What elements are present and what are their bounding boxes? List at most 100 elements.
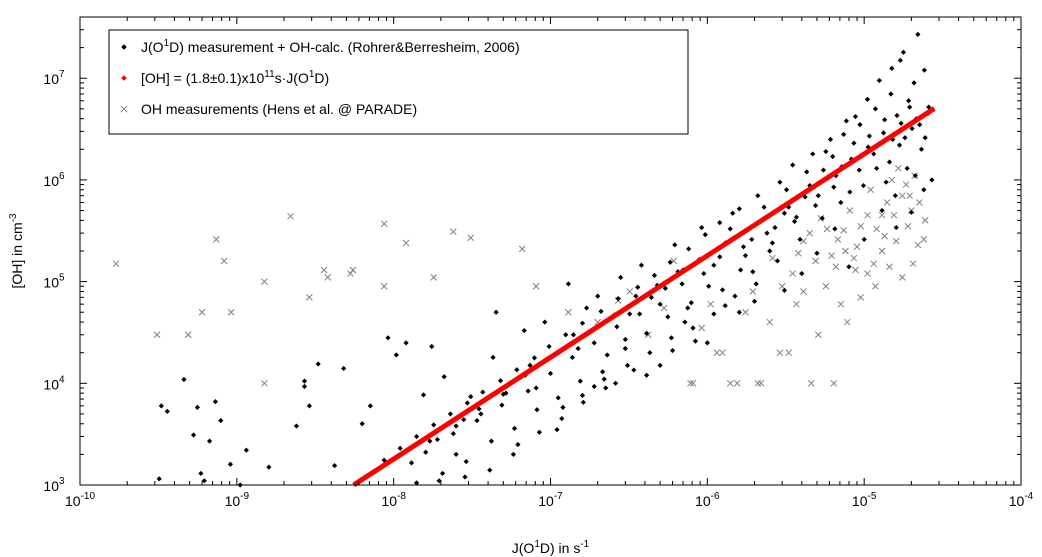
calc-point: [534, 407, 540, 413]
calc-point: [921, 67, 927, 73]
calc-point: [864, 96, 871, 102]
oh-measurement-point: [261, 278, 268, 285]
oh-measurement-point: [380, 220, 388, 228]
calc-point: [657, 301, 663, 307]
oh-measurement-point: [921, 217, 929, 224]
oh-measurement-point: [823, 225, 831, 233]
calc-point: [907, 104, 913, 110]
calc-point: [814, 250, 820, 256]
calc-point: [781, 287, 787, 293]
calc-point: [706, 283, 712, 289]
calc-point: [790, 162, 796, 168]
calc-point: [740, 244, 747, 250]
calc-point: [742, 253, 749, 259]
oh-measurement-point: [349, 266, 357, 274]
oh-measurement-point: [305, 294, 313, 301]
calc-point: [843, 118, 849, 124]
oh-measurement-point: [324, 274, 332, 281]
oh-measurement-point: [793, 300, 800, 308]
calc-point: [856, 167, 862, 173]
oh-measurement-point: [153, 331, 161, 339]
calc-point: [603, 385, 609, 391]
oh-measurement-point: [840, 226, 848, 234]
calc-point: [894, 112, 900, 119]
calc-point: [793, 214, 800, 220]
calc-point: [711, 311, 717, 317]
y-tick-label: 104: [43, 374, 65, 392]
oh-measurement-point: [806, 229, 814, 237]
oh-measurement-point: [430, 274, 438, 281]
oh-measurement-point: [713, 349, 721, 357]
calc-point: [194, 404, 200, 410]
calc-point: [533, 385, 539, 391]
calc-point: [570, 332, 577, 338]
calc-point: [882, 117, 888, 123]
calc-point: [761, 204, 767, 210]
calc-point: [536, 429, 543, 435]
calc-point: [631, 367, 637, 373]
legend-entry-3: OH measurements (Hens et al. @ PARADE): [141, 101, 417, 117]
calc-point: [601, 376, 607, 382]
oh-measurement-point: [864, 211, 871, 219]
calc-point: [717, 220, 723, 226]
calc-point: [719, 287, 726, 293]
oh-measurement-point: [857, 222, 865, 230]
y-tick-label: 107: [43, 69, 65, 87]
oh-measurement-point: [857, 294, 865, 301]
oh-measurement-point: [402, 239, 410, 247]
calc-point: [212, 399, 218, 405]
x-tick-label: 10-5: [852, 491, 877, 509]
calc-point: [598, 308, 604, 314]
calc-point: [461, 416, 467, 423]
calc-point: [898, 120, 904, 126]
calc-point: [423, 449, 429, 455]
calc-point: [397, 445, 403, 451]
calc-point: [830, 153, 836, 160]
oh-measurement-point: [800, 288, 807, 295]
calc-point: [871, 151, 877, 157]
oh-measurement-point: [689, 379, 697, 387]
calc-point: [462, 474, 468, 480]
calc-point: [497, 378, 504, 384]
oh-measurement-point: [726, 379, 734, 387]
oh-measurement-point: [822, 282, 830, 290]
calc-point: [487, 467, 493, 473]
calc-point: [812, 202, 819, 209]
calc-point: [331, 463, 338, 469]
calc-point: [886, 159, 893, 165]
calc-point: [902, 135, 908, 141]
calc-point: [488, 438, 495, 444]
oh-measurement-point: [184, 331, 192, 339]
calc-point: [774, 258, 781, 264]
calc-point: [604, 352, 610, 358]
calc-point: [181, 376, 187, 383]
oh-measurement-point: [828, 252, 835, 260]
calc-point: [767, 248, 773, 254]
oh-measurement-point: [846, 207, 854, 214]
oh-measurement-point: [287, 212, 294, 220]
legend-entry-2: [OH] = (1.8±0.1)x1011s·J(O1D): [141, 69, 329, 86]
oh-measurement-point: [886, 263, 893, 271]
calc-point: [791, 218, 798, 225]
calc-point: [367, 403, 373, 409]
calc-point: [478, 411, 484, 417]
calc-point: [431, 422, 437, 428]
oh-measurement-point: [878, 247, 886, 255]
calc-point: [815, 193, 821, 199]
calc-point: [876, 77, 882, 84]
calc-point: [190, 432, 197, 438]
calc-point: [198, 470, 204, 477]
calc-point: [493, 309, 499, 315]
oh-measurement-point: [883, 199, 891, 206]
oh-measurement-point: [766, 318, 774, 326]
calc-point: [293, 423, 300, 429]
calc-point: [468, 394, 474, 400]
oh-measurement-point: [754, 379, 762, 387]
calc-point: [547, 370, 554, 377]
calc-point: [897, 57, 903, 63]
calc-point: [772, 224, 778, 231]
calc-point: [555, 395, 561, 401]
calc-point: [359, 421, 365, 427]
oh-measurement-point: [867, 186, 875, 194]
calc-point: [651, 272, 658, 279]
